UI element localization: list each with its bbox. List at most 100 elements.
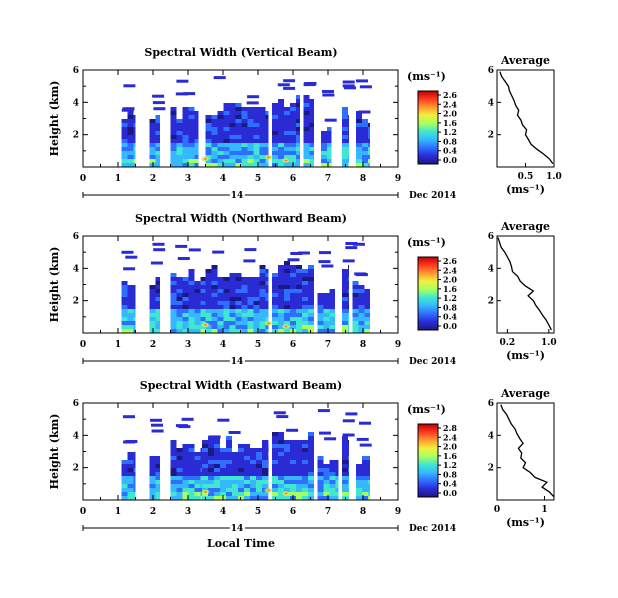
heat-cell [182, 301, 189, 305]
echo-fragment [324, 118, 337, 122]
heat-cell [121, 313, 128, 317]
heat-cell [302, 440, 308, 444]
heat-cell [296, 444, 302, 448]
heat-cell [259, 317, 266, 321]
heat-cell [327, 131, 332, 135]
heat-cell [127, 313, 134, 317]
heat-cell [127, 488, 134, 492]
heat-cell [302, 492, 308, 496]
heat-cell [308, 309, 314, 313]
heat-cell [272, 484, 278, 488]
echo-fragment [228, 431, 241, 434]
heat-cell [278, 472, 284, 476]
date-marker: 14 [231, 524, 244, 534]
heatmap [121, 409, 372, 500]
echo-block [342, 242, 358, 333]
heat-cell [284, 281, 290, 285]
heat-cell [121, 123, 128, 127]
heat-cell [188, 488, 195, 492]
heat-cell [223, 289, 230, 293]
heat-cell [253, 163, 260, 167]
heat-cell [238, 456, 244, 460]
heat-cell [296, 107, 300, 111]
heat-cell [247, 163, 254, 167]
heat-cell [127, 139, 134, 143]
heat-cell [296, 111, 300, 115]
heat-cell [259, 111, 266, 115]
heat-cell [220, 472, 226, 476]
x-tick-label: 6 [290, 507, 296, 517]
heat-cell [133, 143, 136, 147]
echo-fragment [175, 244, 188, 248]
heat-cell [149, 135, 156, 139]
heat-cell [358, 293, 365, 297]
heat-cell [262, 440, 268, 444]
heat-cell [321, 163, 327, 167]
heat-cell [205, 273, 212, 277]
heat-cell [309, 147, 314, 151]
average-x-tick-label: 0.5 [518, 172, 534, 182]
heat-cell [356, 147, 362, 151]
heat-cell [176, 496, 183, 500]
x-tick-label: 7 [325, 174, 331, 184]
heat-cell [284, 277, 290, 281]
heat-cell [362, 147, 368, 151]
heat-cell [188, 123, 195, 127]
heat-cell [342, 301, 348, 305]
heat-cell [265, 163, 269, 167]
heat-cell [323, 293, 330, 297]
y-axis-label: Height (km) [48, 414, 61, 490]
heat-cell [303, 163, 310, 167]
heat-cell [182, 456, 189, 460]
heat-cell [348, 472, 349, 476]
echo-fragment [342, 433, 355, 437]
y-tick-label: 6 [73, 232, 79, 242]
heat-cell [182, 111, 189, 115]
heat-cell [278, 139, 284, 143]
heat-cell [296, 115, 300, 119]
heat-cell [253, 309, 260, 313]
heat-cell [342, 135, 348, 139]
heat-cell [348, 151, 349, 155]
echo-fragment [175, 92, 188, 96]
heat-cell [217, 289, 224, 293]
heat-cell [342, 111, 348, 115]
heat-cell [247, 111, 254, 115]
heat-cell [229, 277, 236, 281]
echo-block [205, 248, 269, 333]
heat-cell [244, 480, 250, 484]
heat-cell [259, 155, 266, 159]
heat-cell [220, 468, 226, 472]
heat-cell [342, 123, 348, 127]
average-x-tick-label: 0.2 [500, 338, 516, 348]
heat-cell [352, 321, 359, 325]
heat-cell [302, 329, 308, 333]
heat-cell [364, 297, 370, 301]
heat-cell [253, 313, 260, 317]
echo-block [303, 82, 317, 167]
echo-fragment [359, 85, 372, 89]
heat-cell [205, 147, 212, 151]
heat-cell [238, 464, 244, 468]
heat-cell [364, 293, 370, 297]
heat-cell [223, 103, 230, 107]
heat-cell [205, 289, 212, 293]
heat-cell [278, 496, 284, 500]
heat-cell [133, 127, 136, 131]
heat-cell [155, 139, 160, 143]
heat-cell [296, 119, 300, 123]
heat-cell [133, 123, 136, 127]
heat-cell [259, 309, 266, 313]
heat-cell [335, 460, 339, 464]
heat-cell [284, 131, 290, 135]
heat-cell [290, 143, 296, 147]
heat-cell [247, 281, 254, 285]
heat-cell [188, 151, 195, 155]
heat-cell [272, 464, 278, 468]
heat-cell [170, 484, 177, 488]
heat-cell [238, 452, 244, 456]
heat-cell [265, 317, 269, 321]
heat-cell [262, 492, 268, 496]
heat-cell [247, 131, 254, 135]
heat-cell [121, 163, 128, 167]
